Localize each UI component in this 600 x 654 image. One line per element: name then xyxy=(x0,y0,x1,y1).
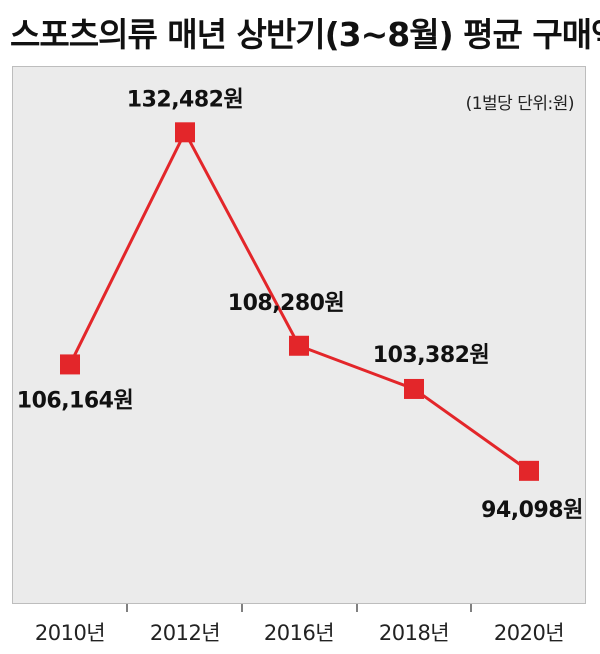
x-tick-label-2020년: 2020년 xyxy=(494,621,564,645)
data-label-2012년: 132,482원 xyxy=(127,87,243,112)
x-tick-label-2018년: 2018년 xyxy=(379,621,449,645)
data-point-2012년 xyxy=(175,122,195,143)
x-tick-label-2012년: 2012년 xyxy=(150,621,220,645)
data-label-2010년: 106,164원 xyxy=(17,388,133,413)
plot-area xyxy=(12,66,586,604)
x-tick-label-2016년: 2016년 xyxy=(264,621,334,645)
unit-note: (1벌당 단위:원) xyxy=(465,94,575,114)
x-tick-label-2010년: 2010년 xyxy=(35,621,105,645)
chart-title: 스포츠의류 매년 상반기(3~8월) 평균 구매액 xyxy=(10,15,600,54)
data-label-2016년: 108,280원 xyxy=(228,291,344,316)
data-label-2018년: 103,382원 xyxy=(373,343,489,368)
data-point-2016년 xyxy=(289,335,309,356)
data-point-2018년 xyxy=(404,378,424,399)
data-point-2010년 xyxy=(60,354,80,375)
data-point-2020년 xyxy=(519,460,539,481)
data-label-2020년: 94,098원 xyxy=(481,498,583,523)
